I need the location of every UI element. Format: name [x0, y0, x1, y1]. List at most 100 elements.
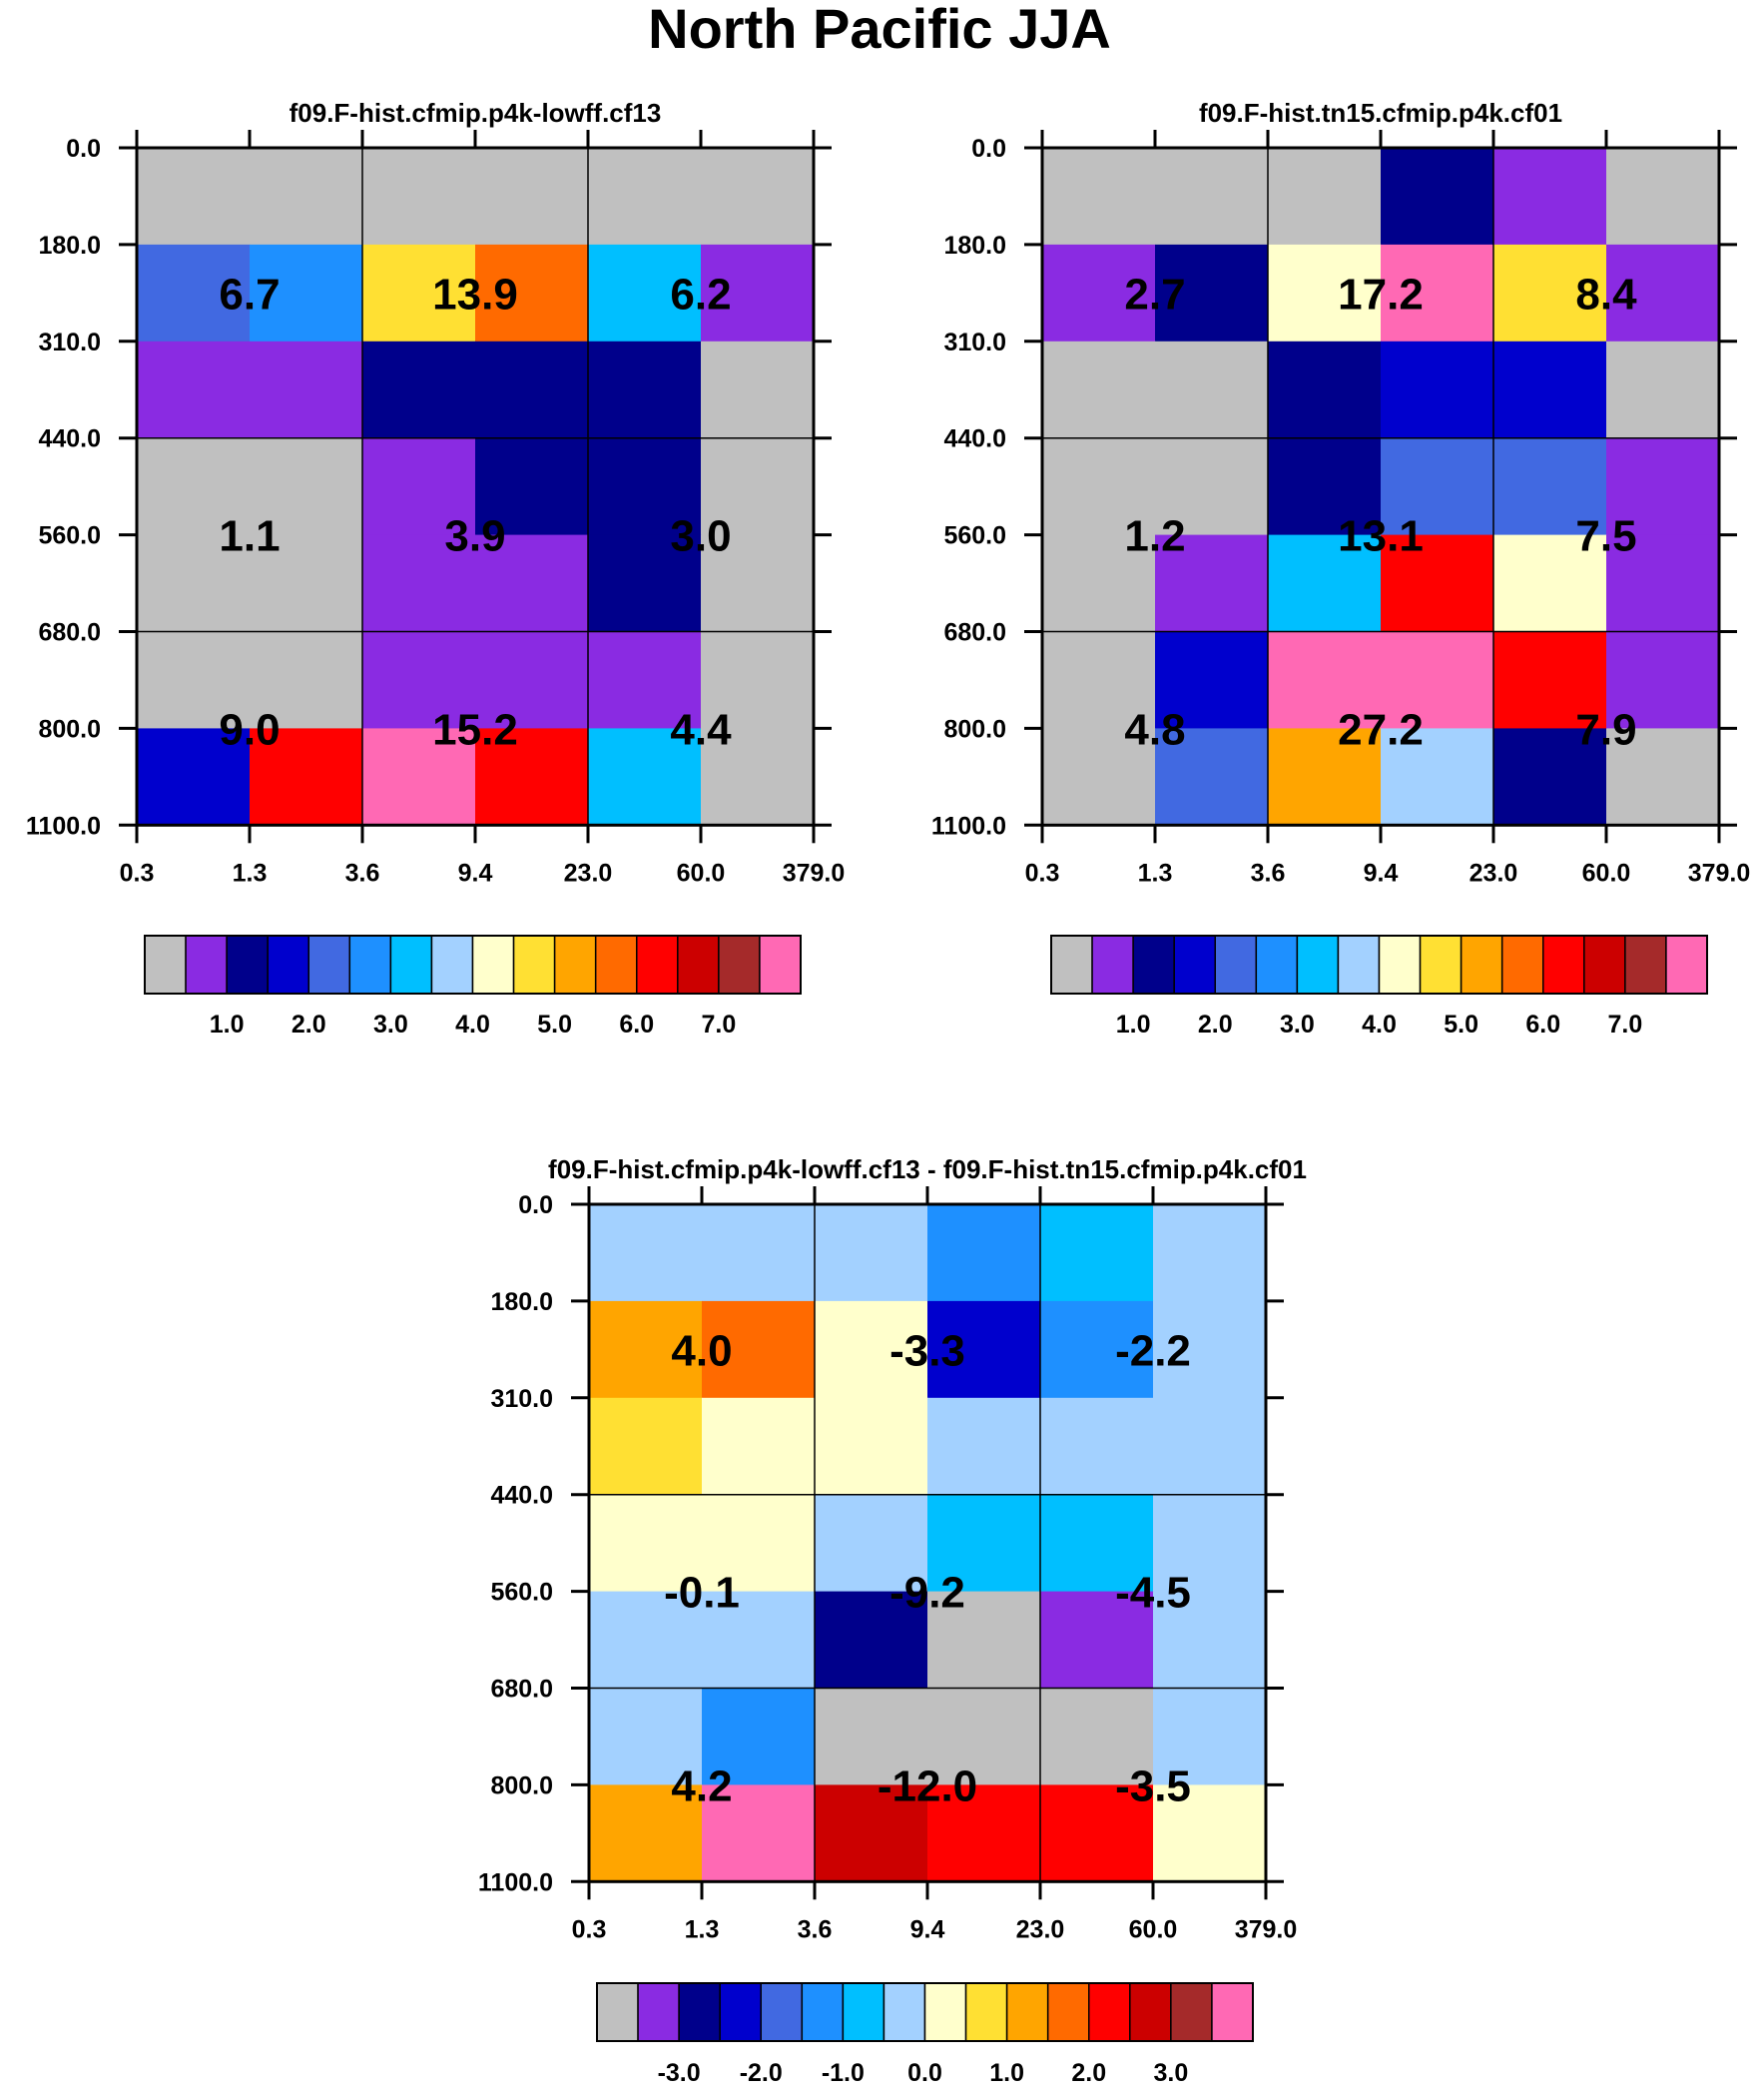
heatmap-cell	[1042, 437, 1156, 536]
y-tick-label: 680.0	[943, 619, 1006, 647]
colorbar-label: -3.0	[658, 2059, 701, 2087]
y-tick-label: 560.0	[943, 522, 1006, 550]
colorbar-frame	[596, 1982, 1254, 2042]
colorbar-swatch	[1542, 935, 1585, 995]
block-value-label: -3.3	[889, 1326, 965, 1375]
heatmap-cell	[701, 341, 815, 439]
block-value-label: 7.5	[1575, 512, 1636, 561]
heatmap-cell	[475, 631, 589, 729]
y-tick-label: 180.0	[943, 232, 1006, 260]
colorbar-swatch	[677, 935, 720, 995]
x-tick-label: 3.6	[798, 1915, 833, 1943]
colorbar-swatch	[678, 1982, 721, 2042]
colorbar-swatch	[267, 935, 309, 995]
block-value-label: 17.2	[1338, 270, 1424, 319]
x-tick-label: 9.4	[458, 859, 493, 887]
heatmap-cell	[927, 1688, 1041, 1785]
x-tick-label: 379.0	[1688, 859, 1751, 887]
block-value-label: 3.0	[670, 512, 731, 561]
heatmap-cell	[1381, 341, 1494, 439]
heatmap-cell	[137, 631, 251, 729]
chart-panel-2: f09.F-hist.tn15.cfmip.p4k.cf01 0.0 180.0 31…	[931, 98, 1750, 1039]
colorbar-label: 6.0	[1525, 1011, 1560, 1039]
y-tick-label: 310.0	[38, 329, 101, 356]
heatmap-cell	[588, 148, 702, 246]
heatmap-cell	[702, 1300, 816, 1399]
heatmap-cell	[1606, 728, 1720, 826]
colorbar-swatch	[430, 935, 474, 995]
chart-title: f09.F-hist.cfmip.p4k-lowff.cf13 - f09.F-…	[548, 1154, 1307, 1184]
x-tick-label: 379.0	[1235, 1915, 1298, 1943]
heatmap-cell	[589, 1591, 703, 1689]
heatmap-cell	[701, 631, 815, 729]
heatmap-cell	[1606, 631, 1720, 729]
colorbar-label: -1.0	[822, 2059, 865, 2087]
colorbar-swatch	[226, 935, 269, 995]
heatmap-cell	[701, 244, 815, 343]
colorbar-swatch	[842, 1982, 885, 2042]
x-tick-label: 379.0	[783, 859, 846, 887]
colorbar-swatch	[1665, 935, 1708, 995]
y-tick-label: 680.0	[490, 1676, 553, 1704]
colorbar-swatch	[801, 1982, 845, 2042]
heatmap-cell	[588, 437, 702, 536]
heatmap-cell	[1493, 534, 1607, 632]
heatmap-cell	[927, 1591, 1041, 1689]
colorbar-label: 7.0	[701, 1011, 736, 1039]
x-tick-label: 60.0	[1582, 859, 1631, 887]
colorbar-swatch	[1170, 1982, 1213, 2042]
x-tick-label: 1.3	[685, 1915, 720, 1943]
colorbar-swatch	[144, 935, 187, 995]
heatmap-cell	[1155, 244, 1269, 343]
colorbar-label: 2.0	[292, 1011, 326, 1039]
colorbar-swatch	[1583, 935, 1626, 995]
colorbar-swatch	[1173, 935, 1216, 995]
colorbar-label: 2.0	[1198, 1011, 1233, 1039]
x-tick-label: 9.4	[1364, 859, 1399, 887]
heatmap-cell	[1042, 728, 1156, 826]
heatmap-cell	[1381, 534, 1494, 632]
heatmap-cell	[362, 148, 476, 246]
block-value-label: -0.1	[664, 1569, 740, 1618]
heatmap-cell	[475, 437, 589, 536]
block-value-label: 9.0	[219, 705, 280, 754]
colorbar-label: 5.0	[1444, 1011, 1478, 1039]
heatmap-cell	[1040, 1300, 1154, 1399]
page-title: North Pacific JJA	[648, 0, 1111, 60]
colorbar-swatch	[1129, 1982, 1172, 2042]
heatmap-cell	[1155, 534, 1269, 632]
x-tick-label: 0.3	[1025, 859, 1060, 887]
y-tick-label: 1100.0	[931, 812, 1006, 840]
colorbar-swatch	[760, 1982, 804, 2042]
colorbar-swatch	[882, 1982, 926, 2042]
heatmap-cell	[1493, 437, 1607, 536]
colorbar-swatch	[1296, 935, 1340, 995]
block-value-label: 4.2	[671, 1761, 732, 1810]
x-tick-label: 23.0	[564, 859, 613, 887]
heatmap-cell	[250, 631, 363, 729]
colorbar-swatch	[1211, 1982, 1254, 2042]
block-value-label: 3.9	[444, 512, 505, 561]
y-tick-label: 800.0	[38, 715, 101, 743]
x-tick-label: 60.0	[1129, 1915, 1178, 1943]
heatmap-cell	[250, 437, 363, 536]
heatmap-cell	[588, 631, 702, 729]
heatmap-cell	[702, 1591, 816, 1689]
colorbar-label: 3.0	[1153, 2059, 1188, 2087]
heatmap-cell	[1042, 534, 1156, 632]
y-tick-label: 310.0	[943, 329, 1006, 356]
heatmap-cell	[475, 728, 589, 826]
heatmap-cell	[1606, 244, 1720, 343]
colorbar-swatch	[1132, 935, 1175, 995]
block-value-label: 13.9	[432, 270, 518, 319]
colorbar-swatch	[594, 935, 638, 995]
heatmap-cell	[475, 534, 589, 632]
heatmap-cell	[1381, 437, 1494, 536]
heatmap-cell	[250, 244, 363, 343]
colorbar-swatch	[1419, 935, 1463, 995]
heatmap-cell	[1153, 1688, 1267, 1785]
block-value-label: 6.7	[219, 270, 280, 319]
heatmap-cell	[702, 1784, 816, 1882]
block-value-label: 1.1	[219, 512, 280, 561]
heatmap-cell	[1606, 534, 1720, 632]
